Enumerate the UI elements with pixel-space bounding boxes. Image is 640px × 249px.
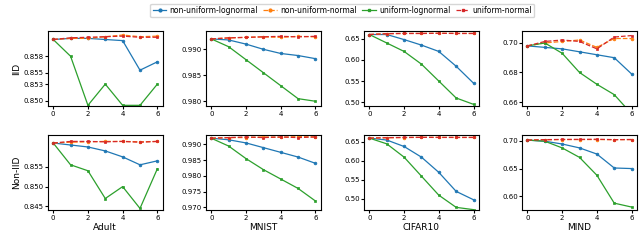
X-axis label: Adult: Adult (93, 223, 117, 232)
X-axis label: MIND: MIND (568, 223, 591, 232)
X-axis label: CIFAR10: CIFAR10 (403, 223, 440, 232)
Y-axis label: Non-IID: Non-IID (12, 156, 21, 189)
Y-axis label: IID: IID (12, 63, 21, 75)
Legend: non-uniform-lognormal, non-uniform-normal, uniform-lognormal, uniform-normal: non-uniform-lognormal, non-uniform-norma… (150, 4, 534, 17)
X-axis label: MNIST: MNIST (249, 223, 278, 232)
